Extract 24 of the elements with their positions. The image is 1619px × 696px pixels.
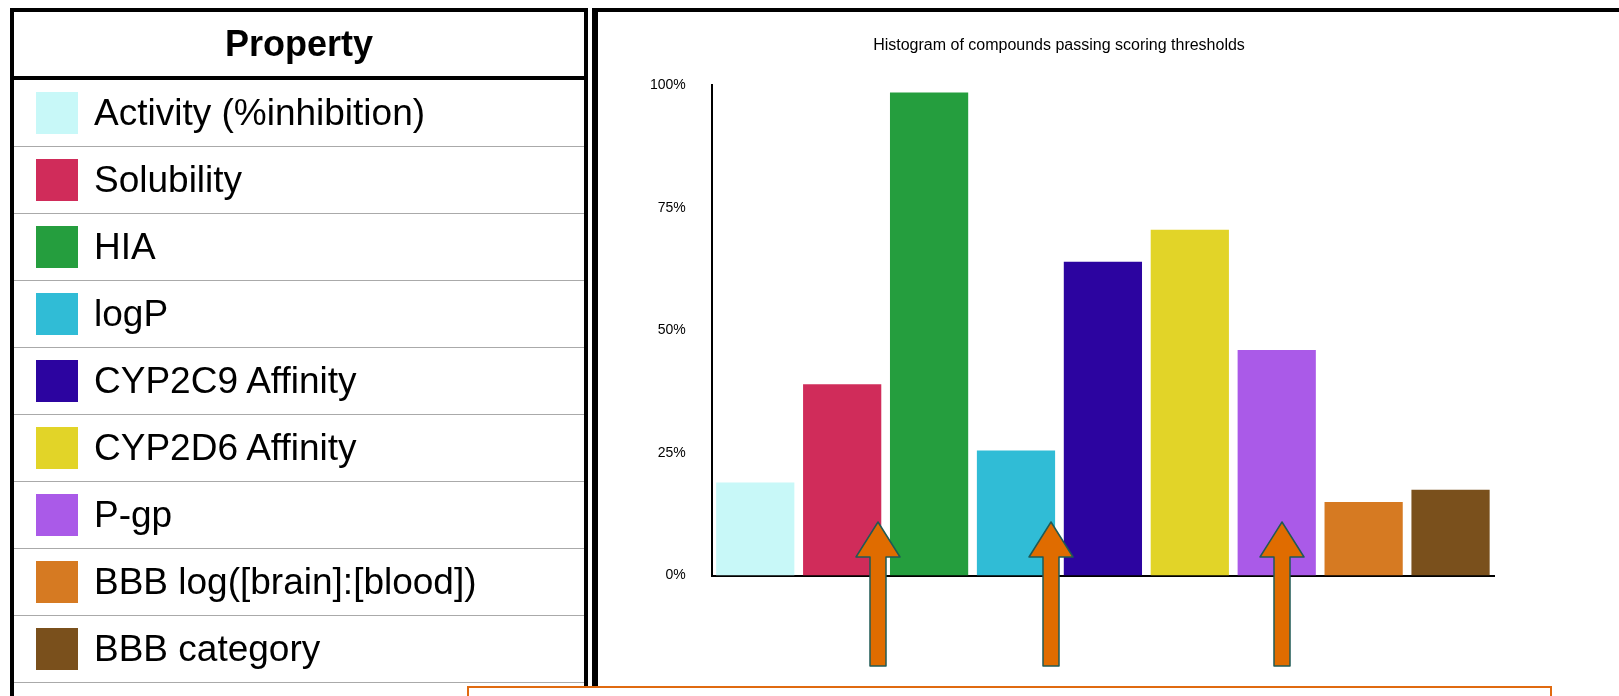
bar xyxy=(1324,502,1403,576)
bar xyxy=(889,92,969,576)
bar xyxy=(716,482,795,576)
legend-label: BBB log([brain]:[blood]) xyxy=(94,561,477,603)
y-tick-label: 50% xyxy=(657,321,686,338)
legend-label: BBB category xyxy=(94,628,321,670)
bar xyxy=(1411,489,1490,576)
legend-label: Solubility xyxy=(94,159,243,201)
legend-label: CYP2C9 Affinity xyxy=(94,360,357,402)
legend-label: Activity (%inhibition) xyxy=(94,92,426,134)
bar xyxy=(803,384,882,576)
y-tick-label: 0% xyxy=(665,566,686,583)
y-tick-label: 100% xyxy=(649,76,686,93)
legend-label: logP xyxy=(94,293,169,335)
bar xyxy=(976,450,1056,576)
y-tick-label: 75% xyxy=(657,198,686,215)
chart-title: Histogram of compounds passing scoring thresholds xyxy=(873,36,1245,54)
legend-label: HIA xyxy=(94,226,156,268)
legend-title: Property xyxy=(14,12,584,80)
legend-label: P-gp xyxy=(94,494,173,536)
legend-label: CYP2D6 Affinity xyxy=(94,427,357,469)
bar xyxy=(1063,261,1143,576)
bar xyxy=(1150,229,1229,576)
y-tick-label: 25% xyxy=(657,443,686,460)
